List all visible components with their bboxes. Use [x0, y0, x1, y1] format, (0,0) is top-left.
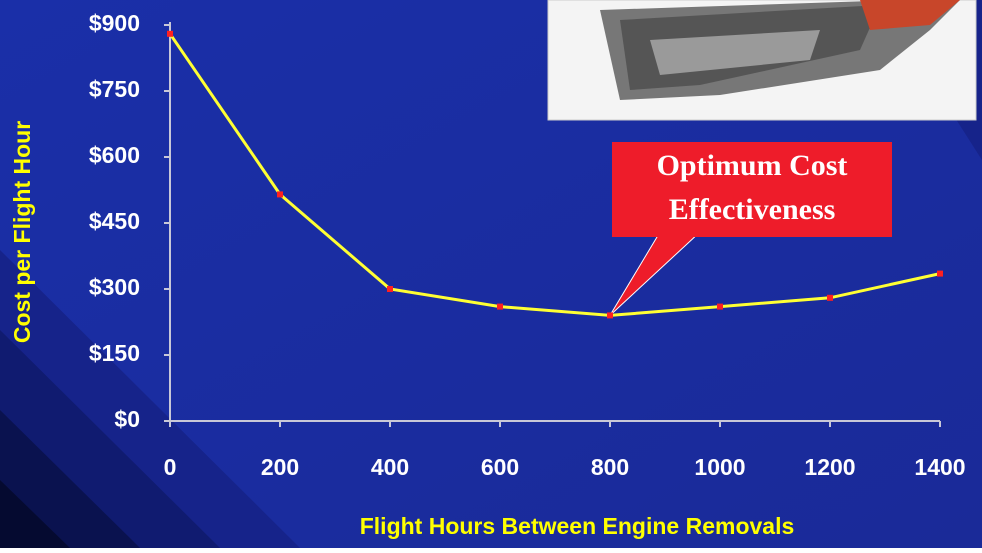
y-tick-label: $300 — [89, 274, 140, 300]
marker — [497, 304, 503, 310]
y-tick-label: $750 — [89, 76, 140, 102]
x-tick-label: 1000 — [694, 454, 745, 480]
x-tick-label: 400 — [371, 454, 409, 480]
y-tick-label: $600 — [89, 142, 140, 168]
marker — [827, 295, 833, 301]
marker — [387, 286, 393, 292]
y-tick-label: $0 — [114, 406, 140, 432]
x-axis-title: Flight Hours Between Engine Removals — [360, 513, 795, 539]
x-tick-label: 1400 — [914, 454, 965, 480]
y-tick-label: $450 — [89, 208, 140, 234]
annotation: Effectiveness — [669, 193, 836, 226]
y-tick-label: $150 — [89, 340, 140, 366]
annotation: Optimum Cost — [657, 149, 848, 182]
marker — [277, 191, 283, 197]
marker — [167, 31, 173, 37]
marker — [717, 304, 723, 310]
x-tick-label: 600 — [481, 454, 519, 480]
x-tick-label: 1200 — [804, 454, 855, 480]
engine-image — [548, 0, 976, 120]
x-tick-label: 0 — [164, 454, 177, 480]
x-tick-label: 800 — [591, 454, 629, 480]
y-tick-label: $900 — [89, 10, 140, 36]
x-tick-label: 200 — [261, 454, 299, 480]
y-axis-title: Cost per Flight Hour — [9, 121, 35, 343]
chart: Cost per Flight Hour Flight Hours Betwee… — [0, 0, 982, 548]
marker — [607, 312, 613, 318]
marker — [937, 271, 943, 277]
